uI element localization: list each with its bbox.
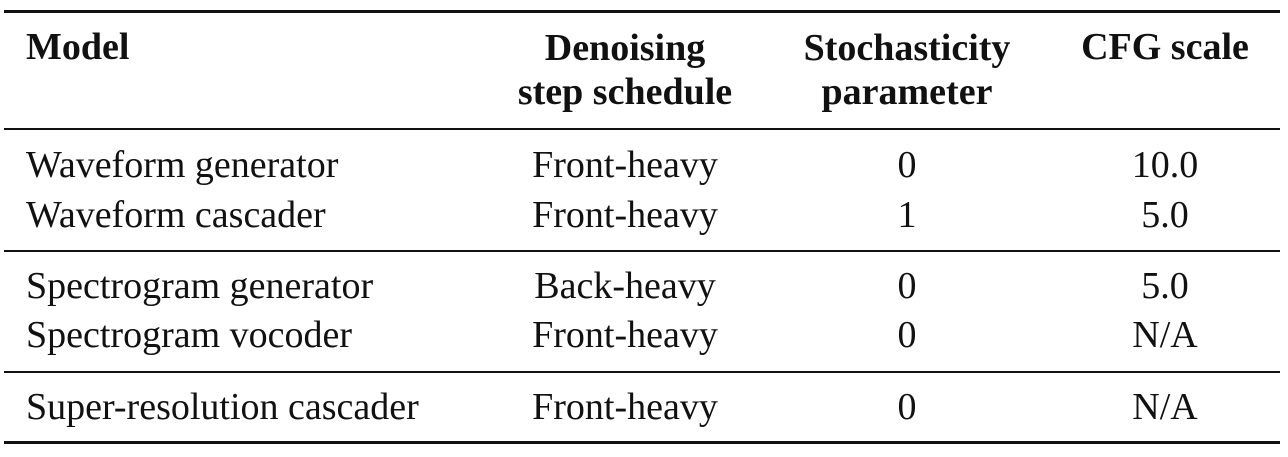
cell-cfg: N/A: [1132, 386, 1198, 428]
header-rule: [4, 128, 1280, 130]
cell-model: Super-resolution cascader: [26, 386, 419, 428]
header-schedule-line1: Denoising: [544, 27, 706, 69]
cell-schedule: Front-heavy: [532, 386, 718, 428]
cell-schedule: Front-heavy: [532, 194, 718, 236]
cell-schedule: Front-heavy: [532, 314, 718, 356]
cell-model: Waveform cascader: [26, 194, 326, 236]
header-schedule-line2: step schedule: [517, 71, 733, 113]
cell-model: Spectrogram vocoder: [26, 314, 353, 356]
cell-stochasticity: 0: [897, 314, 917, 356]
header-cfg-scale: CFG scale: [1081, 26, 1249, 68]
cell-schedule: Front-heavy: [532, 144, 718, 186]
cell-cfg: 5.0: [1141, 194, 1189, 236]
cell-stochasticity: 0: [897, 386, 917, 428]
cell-stochasticity: 1: [897, 194, 917, 236]
header-model: Model: [26, 26, 130, 68]
cell-model: Spectrogram generator: [26, 265, 374, 307]
table-top-rule: [4, 10, 1280, 13]
cell-cfg: 10.0: [1131, 144, 1199, 186]
header-stochasticity-line1: Stochasticity: [803, 27, 1011, 69]
header-stochasticity-line2: parameter: [821, 71, 993, 113]
table-bottom-rule: [4, 441, 1280, 444]
cell-schedule: Back-heavy: [534, 265, 716, 307]
group-rule: [4, 371, 1280, 373]
group-rule: [4, 250, 1280, 252]
cell-stochasticity: 0: [897, 144, 917, 186]
cell-stochasticity: 0: [897, 265, 917, 307]
cell-cfg: 5.0: [1141, 265, 1189, 307]
cell-model: Waveform generator: [26, 144, 339, 186]
cell-cfg: N/A: [1132, 314, 1198, 356]
